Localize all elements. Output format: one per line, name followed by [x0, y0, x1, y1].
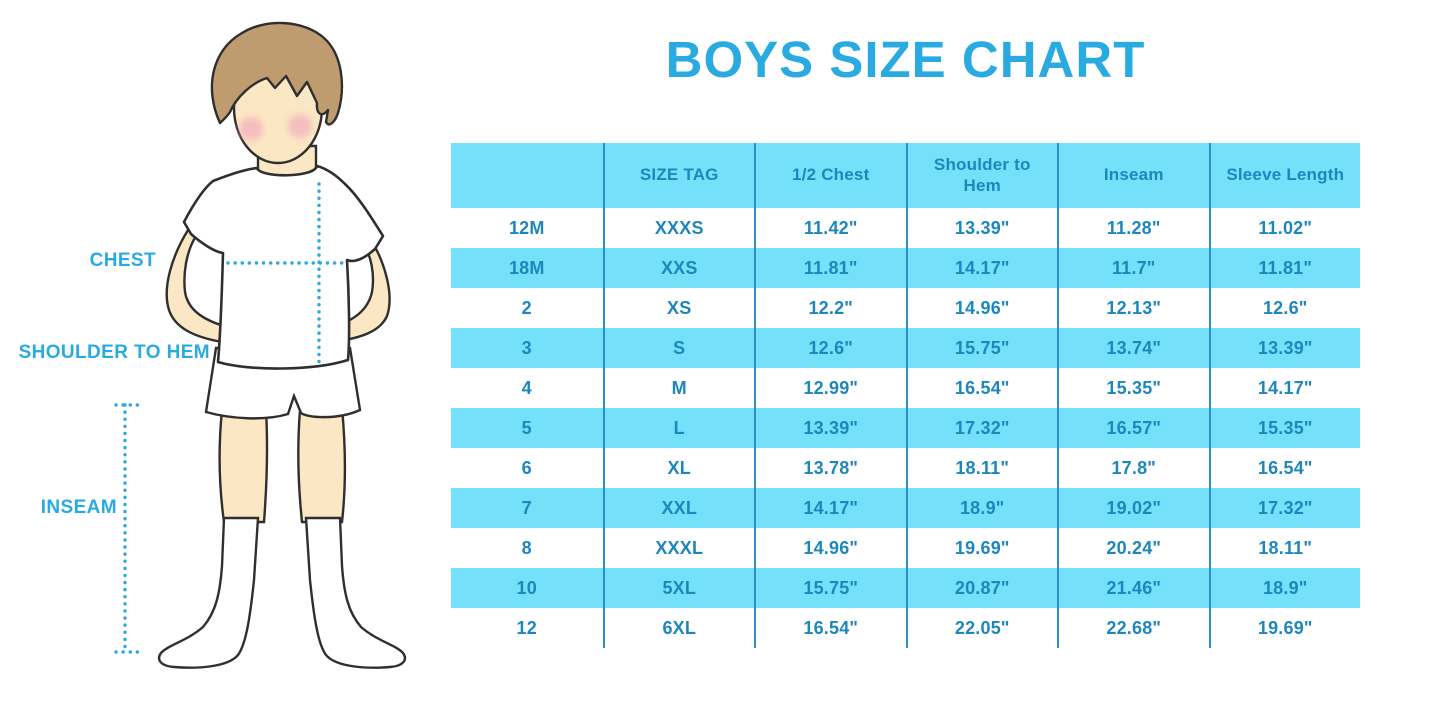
column-header: Inseam: [1057, 143, 1209, 208]
size-tag-cell: L: [602, 408, 755, 448]
measurement-cell: 16.57": [1057, 408, 1209, 448]
measurement-cell: 18.9": [1208, 568, 1361, 608]
measurement-cell: 14.96": [754, 528, 906, 568]
size-tag-cell: XL: [602, 448, 755, 488]
measurement-cell: 12.99": [754, 368, 906, 408]
measurement-cell: 20.24": [1057, 528, 1209, 568]
size-tag-cell: XXXS: [602, 208, 755, 248]
label-shoulder-to-hem: SHOULDER TO HEM: [18, 342, 210, 363]
measurement-cell: 18.11": [905, 448, 1058, 488]
measurement-cell: 21.46": [1057, 568, 1209, 608]
size-cell: 2: [521, 297, 532, 318]
measurement-cell: 12.6": [754, 328, 906, 368]
table-row: 12M XXXS 11.42" 13.39" 11.28" 11.02": [451, 208, 1360, 248]
column-header: Sleeve Length: [1208, 143, 1361, 208]
measurement-cell: 14.96": [905, 288, 1058, 328]
measurement-cell: 14.17": [1208, 368, 1361, 408]
table-row: 5 L 13.39" 17.32" 16.57" 15.35": [451, 408, 1360, 448]
measurement-cell: 13.74": [1057, 328, 1209, 368]
column-header: SIZE TAG: [602, 143, 755, 208]
measurement-cell: 18.9": [905, 488, 1058, 528]
measurement-cell: 22.05": [905, 608, 1058, 648]
size-tag-cell: 6XL: [602, 608, 755, 648]
size-tag-cell: 5XL: [602, 568, 755, 608]
measurement-cell: 17.32": [905, 408, 1058, 448]
size-cell: 12M: [508, 217, 545, 238]
size-cell: 12: [516, 617, 537, 638]
size-cell: 4: [521, 377, 532, 398]
measurement-cell: 19.69": [1208, 608, 1361, 648]
measurement-cell: 11.42": [754, 208, 906, 248]
table-row: 18M XXS 11.81" 14.17" 11.7" 11.81": [451, 248, 1360, 288]
size-cell: 8: [521, 537, 532, 558]
measurement-cell: 15.35": [1208, 408, 1361, 448]
size-cell: 5: [521, 417, 532, 438]
label-chest: CHEST: [89, 250, 156, 271]
table-row: 6 XL 13.78" 18.11" 17.8" 16.54": [451, 448, 1360, 488]
table-row: 10 5XL 15.75" 20.87" 21.46" 18.9": [451, 568, 1360, 608]
measurement-cell: 16.54": [754, 608, 906, 648]
label-inseam: INSEAM: [40, 497, 117, 518]
boy-left-leg: [218, 408, 269, 524]
measurement-cell: 16.54": [905, 368, 1058, 408]
table-header-row: SIZE TAG 1/2 Chest Shoulder to Hem Inseam Sl…: [451, 143, 1360, 208]
table-row: 3 S 12.6" 15.75" 13.74" 13.39": [451, 328, 1360, 368]
table-row: 2 XS 12.2" 14.96" 12.13" 12.6": [451, 288, 1360, 328]
boy-tshirt: [182, 164, 385, 370]
measurement-cell: 13.39": [754, 408, 906, 448]
boy-right-sock: [304, 516, 407, 669]
column-header: Shoulder to Hem: [905, 143, 1058, 208]
measurement-cell: 13.39": [905, 208, 1058, 248]
size-table: SIZE TAG 1/2 Chest Shoulder to Hem Inseam Sl…: [451, 143, 1360, 648]
measurement-cell: 15.75": [754, 568, 906, 608]
boy-right-cheek: [288, 114, 312, 138]
boy-illustration: [114, 21, 407, 669]
measurement-cell: 16.54": [1208, 448, 1361, 488]
measurement-cell: 13.78": [754, 448, 906, 488]
size-tag-cell: XS: [602, 288, 755, 328]
size-cell: 3: [521, 337, 532, 358]
size-cell: 10: [516, 577, 537, 598]
size-cell: 7: [521, 497, 532, 518]
size-tag-cell: XXL: [602, 488, 755, 528]
measurement-cell: 15.75": [905, 328, 1058, 368]
measurement-cell: 11.81": [754, 248, 906, 288]
table-row: 12 6XL 16.54" 22.05" 22.68" 19.69": [451, 608, 1360, 648]
measurement-cell: 13.39": [1208, 328, 1361, 368]
measurement-cell: 18.11": [1208, 528, 1361, 568]
size-tag-cell: XXS: [602, 248, 755, 288]
measurement-cell: 14.17": [905, 248, 1058, 288]
size-tag-cell: M: [602, 368, 755, 408]
measurement-cell: 12.13": [1057, 288, 1209, 328]
measurement-cell: 19.02": [1057, 488, 1209, 528]
table-row: 4 M 12.99" 16.54" 15.35" 14.17": [451, 368, 1360, 408]
column-header: [451, 143, 603, 208]
measurement-cell: 11.28": [1057, 208, 1209, 248]
measurement-cell: 11.81": [1208, 248, 1361, 288]
measurement-cell: 17.32": [1208, 488, 1361, 528]
measurement-cell: 11.7": [1057, 248, 1209, 288]
boy-right-leg: [297, 406, 347, 524]
page-title: BOYS SIZE CHART: [665, 31, 1146, 88]
size-tag-cell: XXXL: [602, 528, 755, 568]
boy-left-cheek: [239, 117, 263, 141]
measurement-cell: 22.68": [1057, 608, 1209, 648]
boy-hair: [210, 21, 344, 126]
measurement-cell: 12.6": [1208, 288, 1361, 328]
table-row: 7 XXL 14.17" 18.9" 19.02" 17.32": [451, 488, 1360, 528]
measurement-cell: 20.87": [905, 568, 1058, 608]
measurement-cell: 11.02": [1208, 208, 1361, 248]
column-header: 1/2 Chest: [754, 143, 906, 208]
boy-left-sock: [157, 516, 260, 669]
measurement-cell: 15.35": [1057, 368, 1209, 408]
measurement-cell: 17.8": [1057, 448, 1209, 488]
measurement-cell: 19.69": [905, 528, 1058, 568]
size-cell: 18M: [508, 257, 545, 278]
measurement-cell: 12.2": [754, 288, 906, 328]
measurement-cell: 14.17": [754, 488, 906, 528]
size-tag-cell: S: [602, 328, 755, 368]
size-cell: 6: [521, 457, 532, 478]
table-row: 8 XXXL 14.96" 19.69" 20.24" 18.11": [451, 528, 1360, 568]
